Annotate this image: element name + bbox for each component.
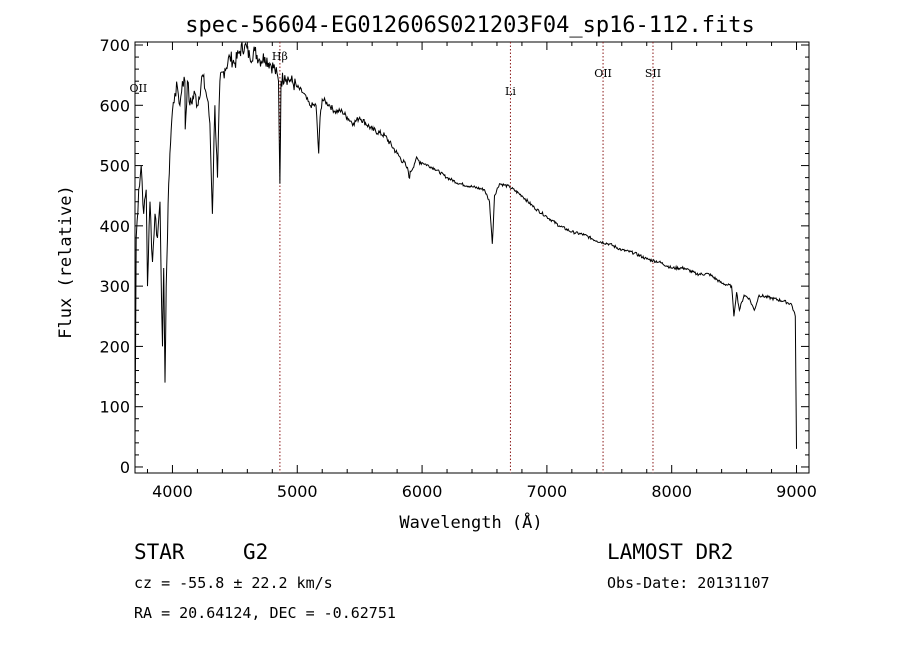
x-tick-label: 8000 xyxy=(651,482,692,501)
spectral-line-label: Hβ xyxy=(272,50,288,63)
spectral-line-label: SII xyxy=(645,67,661,80)
subclass-label: G2 xyxy=(243,540,269,564)
coordinates-text: RA = 20.64124, DEC = -0.62751 xyxy=(134,604,396,622)
x-tick-label: 7000 xyxy=(527,482,568,501)
x-axis-label: Wavelength (Å) xyxy=(399,511,542,533)
plot-area: 4000 5000 6000 7000 8000 9000 0 100 200 300 400 500… xyxy=(99,36,816,501)
spectrum-line xyxy=(134,42,797,449)
spectral-line-label: Li xyxy=(505,85,516,98)
y-tick-label: 100 xyxy=(99,398,130,417)
y-tick-label: 600 xyxy=(99,96,130,115)
class-label: STAR xyxy=(134,540,185,564)
x-tick-label: 5000 xyxy=(277,482,318,501)
x-tick-label: 6000 xyxy=(402,482,443,501)
obs-date-text: Obs-Date: 20131107 xyxy=(607,574,770,592)
redshift-text: cz = -55.8 ± 22.2 km/s xyxy=(134,574,333,592)
y-tick-label: 500 xyxy=(99,157,130,176)
x-tick-label: 9000 xyxy=(776,482,817,501)
chart-title: spec-56604-EG012606S021203F04_sp16-112.f… xyxy=(185,13,755,38)
y-tick-label: 0 xyxy=(120,458,130,477)
spectral-line-label: OII xyxy=(130,82,148,95)
x-tick-label: 4000 xyxy=(152,482,193,501)
spectrum-chart: spec-56604-EG012606S021203F04_sp16-112.f… xyxy=(56,13,817,533)
spectral-line-label: OII xyxy=(594,67,612,80)
survey-label: LAMOST DR2 xyxy=(607,540,734,564)
y-tick-label: 700 xyxy=(99,36,130,55)
y-axis-label: Flux (relative) xyxy=(56,185,76,339)
y-tick-label: 400 xyxy=(99,217,130,236)
y-tick-label: 300 xyxy=(99,277,130,296)
plot-frame xyxy=(134,41,810,474)
y-tick-label: 200 xyxy=(99,337,130,356)
